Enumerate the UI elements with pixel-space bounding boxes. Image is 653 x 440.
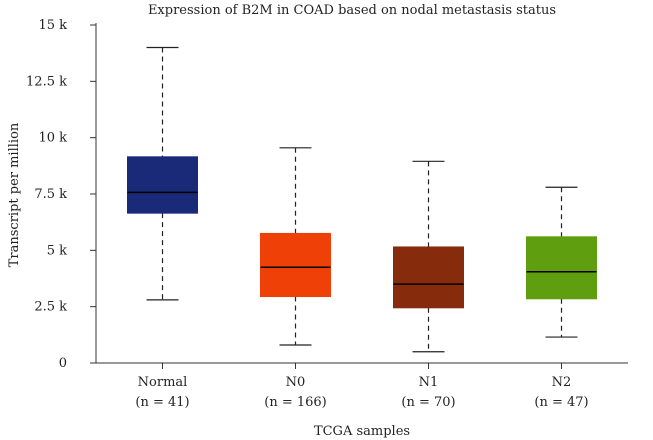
- y-tick-label: 10 k: [38, 131, 67, 146]
- category-label: N1: [419, 375, 439, 390]
- y-tick-label: 2.5 k: [34, 300, 67, 315]
- y-tick-label: 12.5 k: [26, 74, 67, 89]
- y-tick-label: 7.5 k: [34, 187, 67, 202]
- category-n-label: (n = 41): [135, 395, 189, 410]
- box-group-n1: [393, 160, 464, 353]
- iqr-box: [393, 246, 464, 309]
- axes: 0 2.5 k 5 k 7.5 k 10 k 12.5 k 15 k Normal (n = 4…: [26, 18, 628, 410]
- y-tick-label: 0: [59, 356, 67, 371]
- y-tick-label: 15 k: [38, 18, 67, 33]
- x-axis-label: TCGA samples: [314, 424, 410, 439]
- category-n-label: (n = 70): [401, 395, 455, 410]
- category-label: N2: [552, 375, 572, 390]
- box-group-normal: [127, 46, 198, 301]
- category-n-label: (n = 47): [534, 395, 588, 410]
- box-group-n2: [526, 186, 597, 338]
- iqr-box: [127, 156, 198, 214]
- category-label: N0: [286, 375, 306, 390]
- chart-title: Expression of B2M in COAD based on nodal…: [148, 3, 556, 18]
- y-tick-label: 5 k: [47, 243, 67, 258]
- y-axis-label: Transcript per million: [7, 122, 22, 267]
- category-label: Normal: [138, 375, 188, 390]
- iqr-box: [526, 236, 597, 300]
- boxes: [127, 46, 597, 353]
- iqr-box: [260, 232, 331, 298]
- category-n-label: (n = 166): [264, 395, 327, 410]
- box-group-n0: [260, 147, 331, 346]
